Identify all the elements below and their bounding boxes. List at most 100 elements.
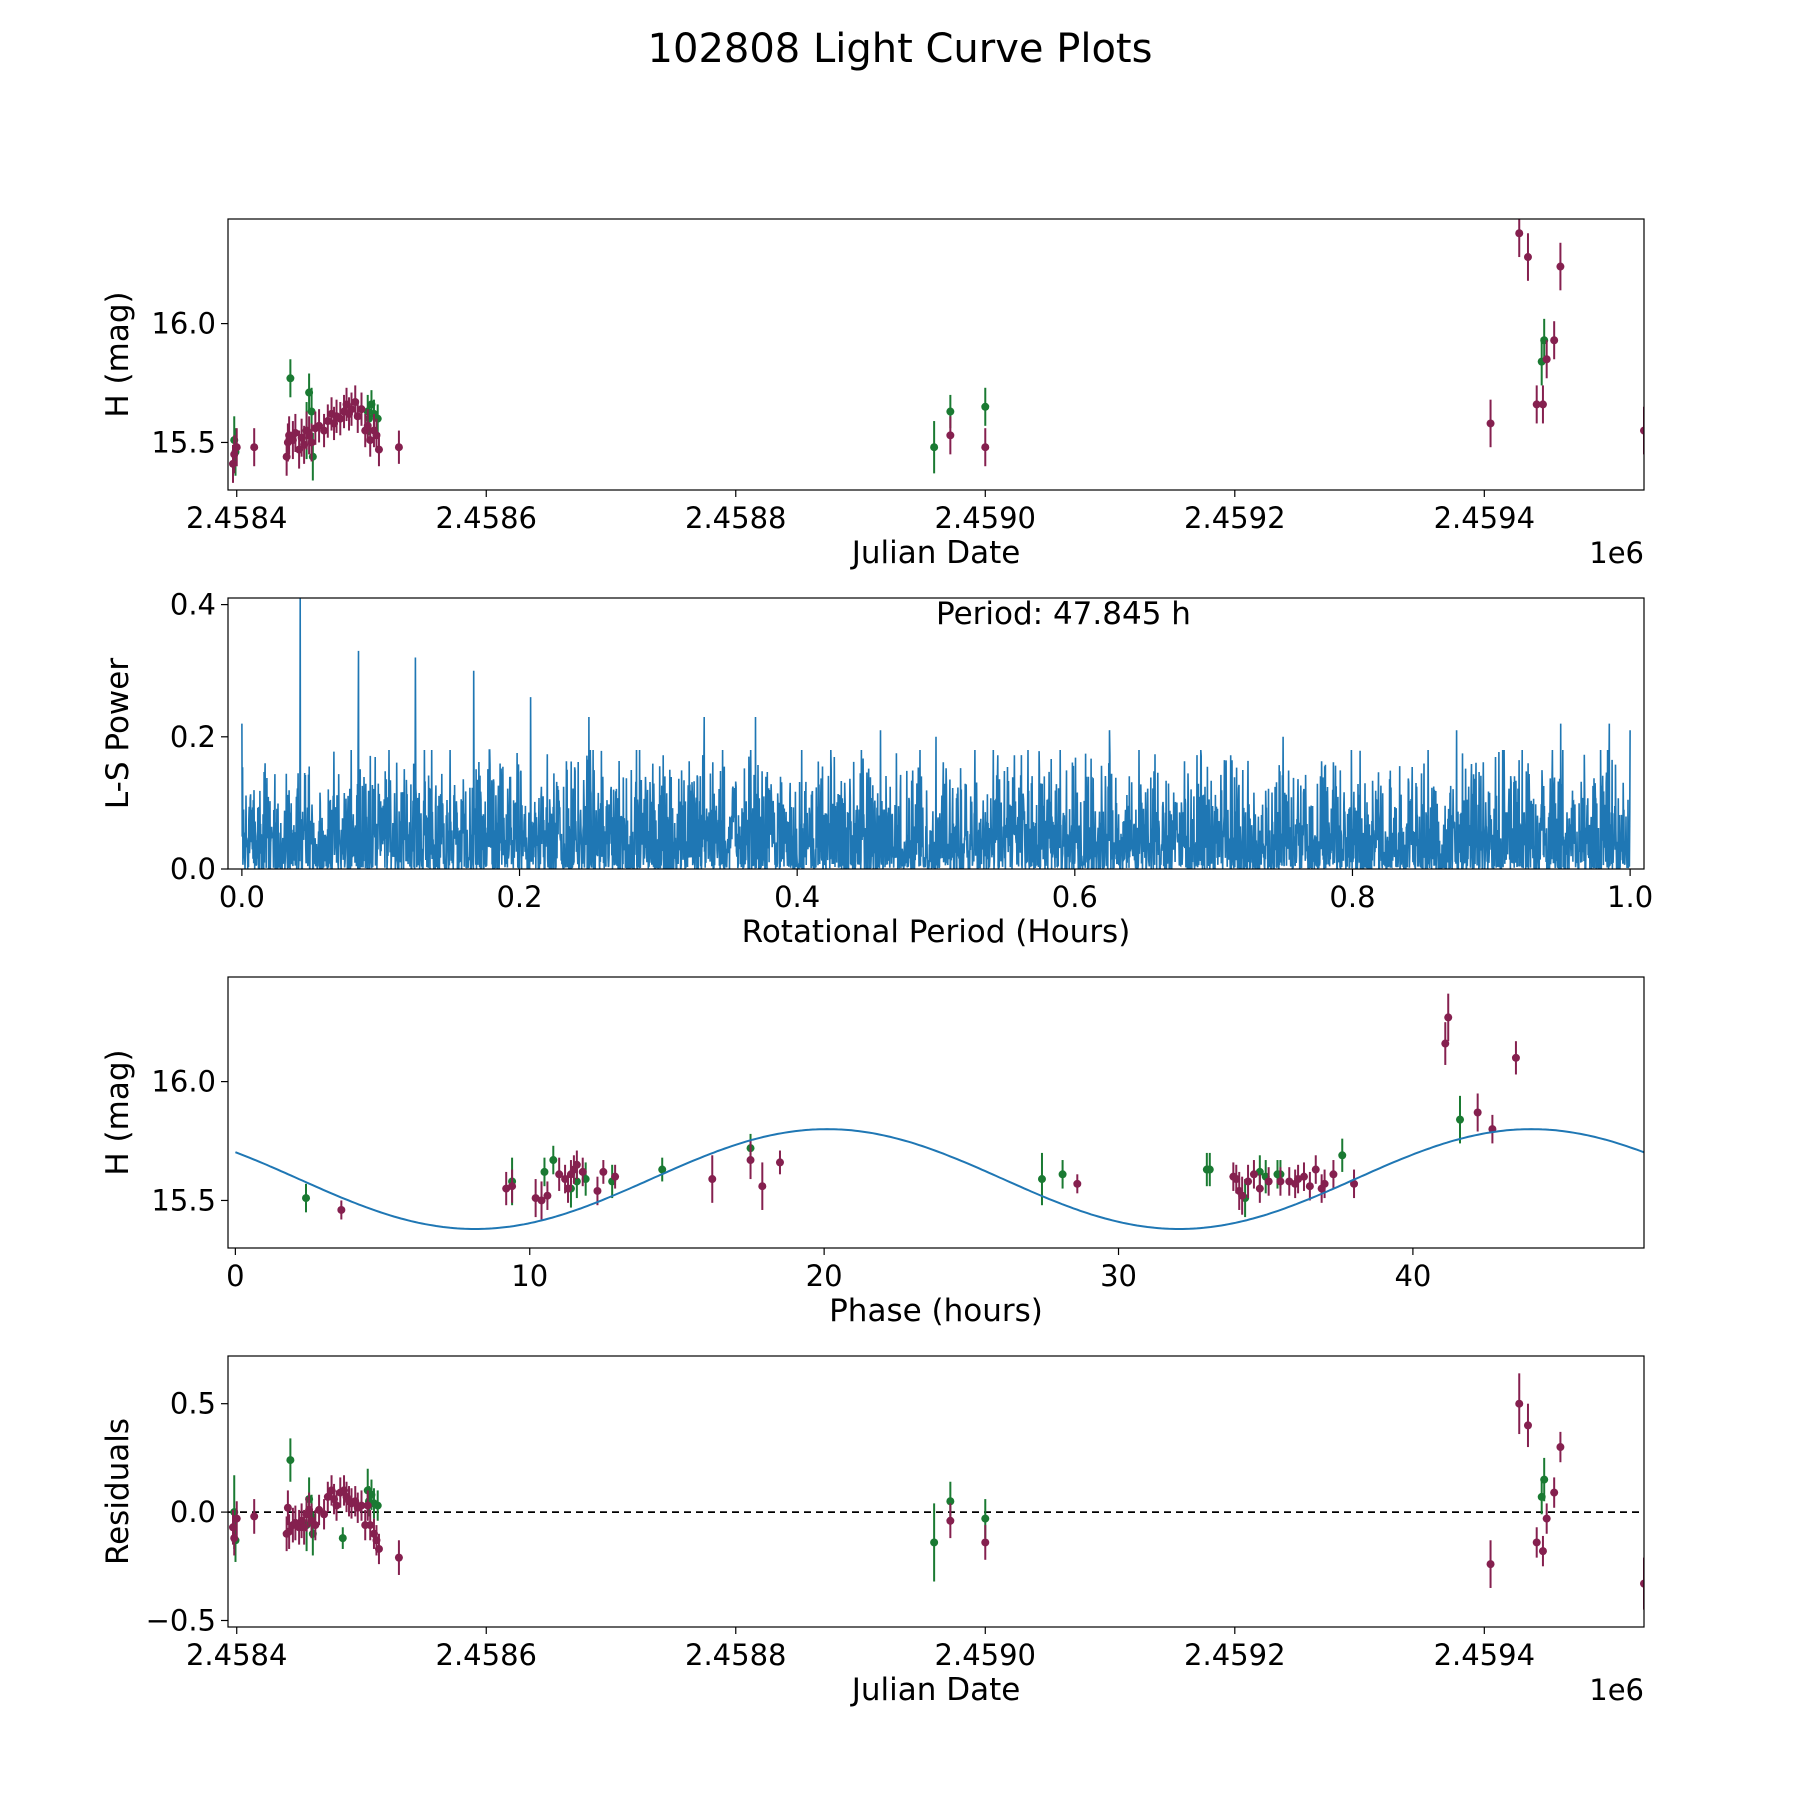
data-point: [555, 1170, 564, 1179]
data-point: [746, 1156, 755, 1165]
y-axis-label: Residuals: [100, 1418, 136, 1565]
data-point: [1640, 1579, 1644, 1588]
data-point: [1486, 1560, 1495, 1569]
data-layer: [228, 219, 1644, 483]
data-point: [1532, 400, 1541, 409]
x-axis-label: Rotational Period (Hours): [742, 914, 1131, 950]
data-point: [537, 1196, 546, 1205]
y-tick-label: 0.4: [170, 588, 216, 622]
x-tick-label: 2.4584: [186, 1638, 287, 1672]
data-layer: [235, 993, 1644, 1230]
y-axis-label: H (mag): [100, 291, 136, 417]
data-point: [1550, 1488, 1559, 1497]
data-point: [373, 1501, 382, 1510]
data-point: [332, 1501, 341, 1510]
data-point: [1515, 1399, 1524, 1408]
data-point: [930, 1538, 939, 1547]
data-point: [230, 1534, 239, 1543]
y-tick-label: 0.0: [170, 852, 216, 886]
x-tick-label: 0: [226, 1259, 244, 1293]
data-point: [283, 1503, 292, 1512]
data-point: [315, 421, 324, 430]
data-point: [708, 1175, 717, 1184]
data-point: [946, 1516, 955, 1525]
y-tick-label: 0.5: [170, 1387, 216, 1421]
data-point: [946, 431, 955, 440]
data-point: [775, 1158, 784, 1167]
y-tick-label: 0.0: [170, 1495, 216, 1529]
data-point: [1640, 426, 1644, 435]
data-point: [1540, 1475, 1549, 1484]
data-point: [323, 1492, 332, 1501]
data-point: [366, 1521, 375, 1530]
data-point: [250, 1512, 259, 1521]
plot-frame: [227, 218, 1645, 491]
data-point: [353, 412, 362, 421]
x-tick-label: 2.4590: [935, 501, 1036, 535]
data-point: [1444, 1013, 1453, 1022]
data-point: [540, 1167, 549, 1176]
x-tick-label: 0.6: [1052, 880, 1098, 914]
x-tick-label: 0.2: [496, 880, 542, 914]
x-tick-label: 2.4592: [1184, 1638, 1285, 1672]
data-point: [1441, 1039, 1450, 1048]
data-point: [930, 443, 939, 452]
data-point: [1264, 1177, 1273, 1186]
data-point: [250, 443, 259, 452]
data-point: [1338, 1151, 1347, 1160]
data-point: [357, 1501, 366, 1510]
data-point: [374, 1544, 383, 1553]
plot-frame: [227, 597, 1645, 870]
data-point: [285, 1527, 294, 1536]
data-point: [946, 407, 955, 416]
y-axis-label: H (mag): [100, 1049, 136, 1175]
data-point: [593, 1186, 602, 1195]
data-point: [302, 1194, 311, 1203]
data-point: [508, 1182, 517, 1191]
x-axis-label: Julian Date: [850, 1672, 1021, 1708]
data-point: [1311, 1165, 1320, 1174]
data-point: [1305, 1182, 1314, 1191]
data-point: [1255, 1184, 1264, 1193]
x-tick-label: 40: [1394, 1259, 1431, 1293]
data-point: [1320, 1179, 1329, 1188]
x-tick-label: 2.4590: [935, 1638, 1036, 1672]
x-tick-label: 0.4: [774, 880, 820, 914]
data-point: [286, 1456, 295, 1465]
x-tick-label: 2.4594: [1434, 501, 1535, 535]
data-point: [981, 402, 990, 411]
period-annotation: Period: 47.845 h: [936, 596, 1191, 632]
data-point: [549, 1156, 558, 1165]
data-point: [394, 443, 403, 452]
x-tick-label: 0.0: [219, 880, 265, 914]
data-point: [611, 1172, 620, 1181]
data-point: [307, 438, 316, 447]
data-point: [374, 445, 383, 454]
y-tick-label: 15.5: [151, 1183, 216, 1217]
x-tick-label: 10: [511, 1259, 548, 1293]
data-point: [981, 1514, 990, 1523]
data-point: [323, 417, 332, 426]
y-tick-label: 15.5: [151, 425, 216, 459]
data-point: [1542, 1514, 1551, 1523]
data-point: [366, 436, 375, 445]
data-point: [599, 1167, 608, 1176]
data-point: [394, 1553, 403, 1562]
y-axis-label: L-S Power: [100, 658, 136, 809]
data-point: [357, 405, 366, 414]
data-point: [337, 1205, 346, 1214]
x-tick-label: 20: [806, 1259, 843, 1293]
data-point: [1523, 253, 1532, 262]
x-tick-label: 2.4588: [685, 1638, 786, 1672]
x-tick-label: 2.4586: [436, 501, 537, 535]
data-point: [1556, 262, 1565, 271]
data-point: [981, 443, 990, 452]
data-point: [338, 1534, 347, 1543]
data-point: [1456, 1115, 1465, 1124]
data-point: [1538, 400, 1547, 409]
data-point: [291, 428, 300, 437]
data-point: [232, 1514, 241, 1523]
x-axis-label: Julian Date: [850, 535, 1021, 571]
data-layer: [228, 1373, 1644, 1610]
data-point: [1205, 1165, 1214, 1174]
